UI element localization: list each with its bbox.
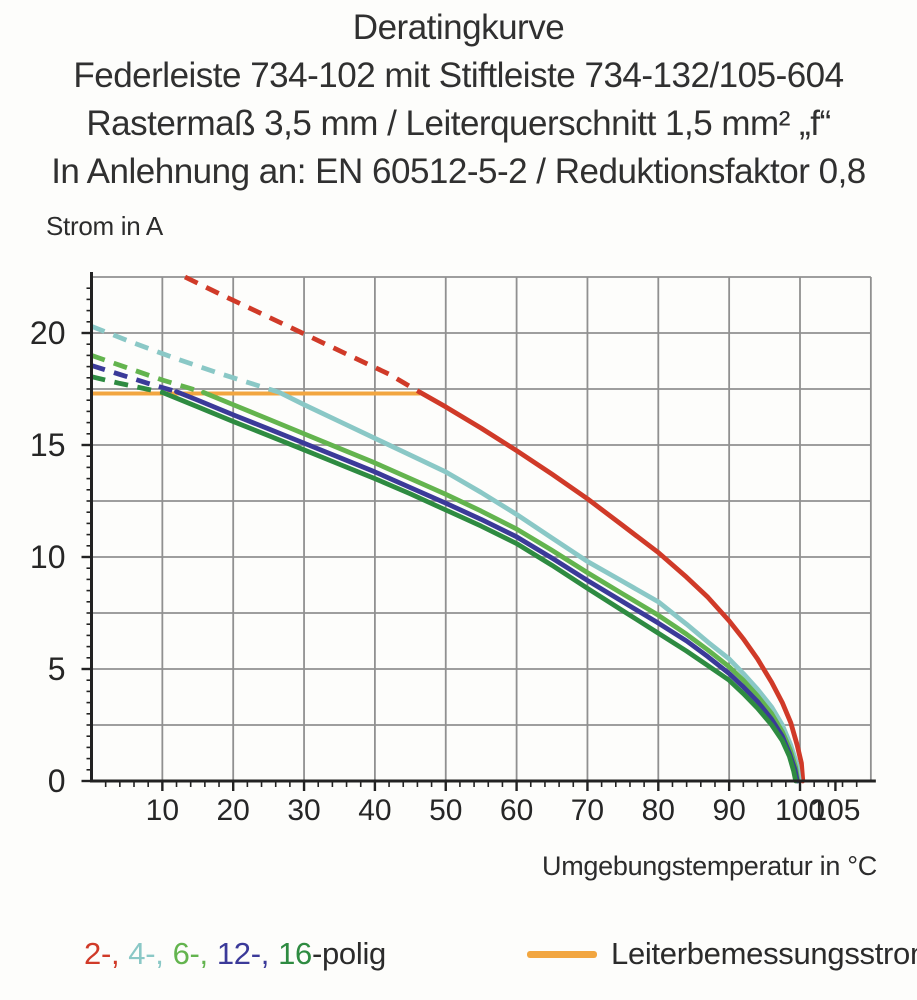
legend-item-12-polig: 12-, xyxy=(216,936,270,971)
curve-dashed-2-polig xyxy=(183,274,422,395)
chart-subtitle-pitch: Rastermaß 3,5 mm / Leiterquerschnitt 1,5… xyxy=(86,104,831,143)
curve-dashed-12-polig xyxy=(90,363,178,395)
x-tick-label: 20 xyxy=(217,794,250,827)
legend-item-16-polig: 16 xyxy=(278,936,312,971)
legend-item-6-polig: 6-, xyxy=(172,936,209,971)
legend-item-2-polig: 2-, xyxy=(84,936,120,971)
curve-solid-2-polig xyxy=(417,389,806,784)
x-tick-label: 60 xyxy=(500,794,533,827)
x-tick-label: 30 xyxy=(287,794,320,827)
curve-dashed-16-polig xyxy=(90,374,163,395)
x-tick-label: 40 xyxy=(358,794,391,827)
y-tick-label: 20 xyxy=(30,315,66,351)
chart-subtitle-standard: In Anlehnung an: EN 60512-5-2 / Reduktio… xyxy=(51,152,866,191)
x-tick-label: 50 xyxy=(429,794,462,827)
series-legend: 2-, 4-, 6-, 12-, 16-polig xyxy=(84,936,386,972)
x-tick-label: 105 xyxy=(810,794,860,827)
reference-line-label: Leiterbemessungsstrom xyxy=(611,936,917,971)
chart-subtitle-parts: Federleiste 734-102 mit Stiftleiste 734-… xyxy=(73,56,844,95)
y-axis-title: Strom in A xyxy=(46,211,163,241)
x-axis-title: Umgebungstemperatur in °C xyxy=(542,851,877,881)
x-tick-label: 70 xyxy=(571,794,604,827)
x-tick-label: 100 xyxy=(775,794,825,827)
chart-title: Deratingkurve xyxy=(352,8,565,47)
chart-header: Deratingkurve Federleiste 734-102 mit St… xyxy=(0,4,917,196)
curve-dashed-4-polig xyxy=(90,324,281,395)
curve-dashed-6-polig xyxy=(90,353,205,395)
x-tick-label: 10 xyxy=(146,794,179,827)
y-tick-label: 0 xyxy=(48,763,66,799)
curve-solid-12-polig xyxy=(174,389,800,784)
curve-solid-16-polig xyxy=(159,389,799,784)
y-tick-label: 15 xyxy=(30,427,66,463)
curve-solid-6-polig xyxy=(200,389,801,784)
curve-solid-4-polig xyxy=(276,389,802,784)
y-tick-label: 10 xyxy=(30,539,66,575)
x-tick-label: 90 xyxy=(712,794,745,827)
x-tick-label: 80 xyxy=(642,794,675,827)
legend-suffix: -polig xyxy=(311,936,386,971)
y-tick-label: 5 xyxy=(48,651,66,687)
reference-line-swatch xyxy=(527,950,597,958)
reference-legend: Leiterbemessungsstrom xyxy=(527,936,917,972)
legend-item-4-polig: 4-, xyxy=(128,936,164,971)
